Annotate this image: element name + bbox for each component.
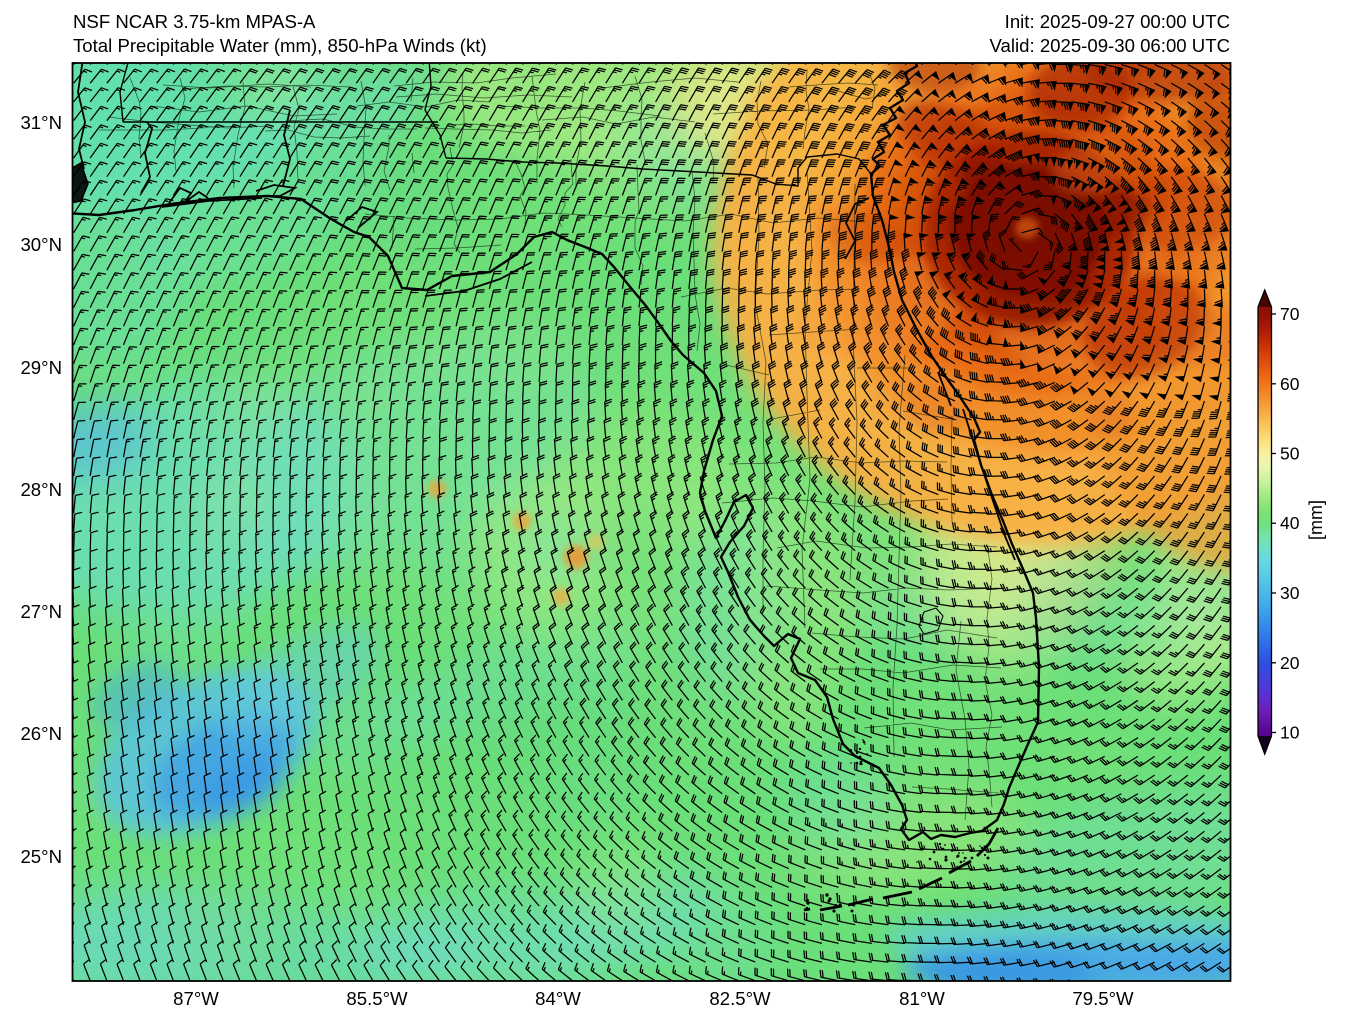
svg-text:Total Precipitable Water (mm),: Total Precipitable Water (mm), 850-hPa W… [73,35,487,56]
svg-text:Init: 2025-09-27 00:00 UTC: Init: 2025-09-27 00:00 UTC [1005,11,1230,32]
svg-text:81°W: 81°W [899,988,945,1009]
svg-text:27°N: 27°N [20,601,62,622]
svg-text:79.5°W: 79.5°W [1072,988,1134,1009]
svg-text:29°N: 29°N [20,357,62,378]
svg-text:28°N: 28°N [20,479,62,500]
svg-text:30°N: 30°N [20,234,62,255]
svg-text:NSF NCAR 3.75-km MPAS-A: NSF NCAR 3.75-km MPAS-A [73,11,316,32]
svg-text:84°W: 84°W [535,988,581,1009]
svg-text:26°N: 26°N [20,723,62,744]
svg-text:20: 20 [1280,653,1300,673]
svg-text:85.5°W: 85.5°W [346,988,408,1009]
svg-text:Valid: 2025-09-30 06:00 UTC: Valid: 2025-09-30 06:00 UTC [990,35,1230,56]
svg-text:60: 60 [1280,374,1300,394]
svg-text:70: 70 [1280,304,1300,324]
svg-text:87°W: 87°W [173,988,219,1009]
svg-text:40: 40 [1280,513,1300,533]
svg-text:30: 30 [1280,583,1300,603]
svg-text:25°N: 25°N [20,846,62,867]
svg-text:31°N: 31°N [20,112,62,133]
svg-text:50: 50 [1280,444,1300,464]
svg-text:82.5°W: 82.5°W [709,988,771,1009]
svg-text:10: 10 [1280,723,1300,743]
svg-text:[mm]: [mm] [1306,500,1326,540]
